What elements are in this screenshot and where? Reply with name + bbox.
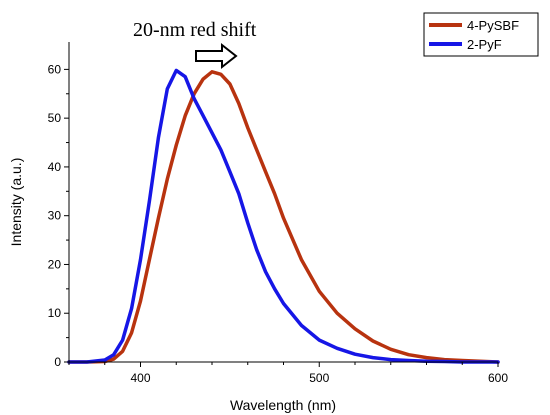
series-line-2-pyf — [67, 68, 500, 364]
y-tick-label: 10 — [48, 306, 62, 320]
y-tick-label: 20 — [48, 257, 62, 271]
y-tick-label: 50 — [48, 111, 62, 125]
y-tick-label: 0 — [54, 355, 61, 369]
x-tick-label: 500 — [309, 371, 329, 385]
legend-box — [423, 12, 539, 57]
x-tick-label: 600 — [488, 371, 508, 385]
legend-label-2-pyf: 2-PyF — [467, 37, 502, 52]
x-axis-title: Wavelength (nm) — [230, 397, 336, 413]
plot-area — [67, 68, 500, 364]
y-axis-title: Intensity (a.u.) — [8, 158, 24, 247]
series-line-4-pysbf — [67, 70, 500, 364]
annotation-text: 20-nm red shift — [133, 19, 257, 41]
y-tick-label: 40 — [48, 160, 62, 174]
axes: 400 500 600 0 10 20 30 40 50 60 — [48, 42, 508, 385]
red-shift-annotation: 20-nm red shift — [133, 19, 257, 70]
y-tick-label: 30 — [48, 209, 62, 223]
legend-label-4-pysbf: 4-PySBF — [467, 18, 519, 33]
legend: 4-PySBF 2-PyF — [423, 12, 539, 57]
x-tick-label: 400 — [130, 371, 150, 385]
right-arrow-icon — [195, 42, 238, 70]
y-tick-label: 60 — [48, 62, 62, 76]
